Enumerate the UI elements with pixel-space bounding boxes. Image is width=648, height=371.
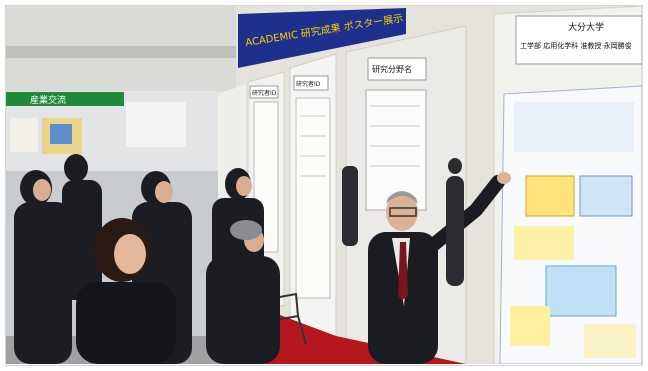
main-poster-header <box>515 15 642 65</box>
booth-label-2: 研究者ID <box>296 80 321 88</box>
exhibition-photo: 産業交流 ACADEMIC 研究成果 ポスター展示 研究者ID 研究者ID 研究… <box>6 6 642 364</box>
green-sign <box>6 92 124 106</box>
blue-banner <box>238 8 406 68</box>
booth-label-3: 研究分野名 <box>372 64 412 74</box>
poster-header-line1: 大分大学 <box>568 21 604 33</box>
red-carpet <box>256 306 466 364</box>
green-sign-text: 産業交流 <box>30 94 66 106</box>
poster-header-line2: 工学部 応用化学科 准教授 永岡勝俊 <box>520 41 632 50</box>
booth-label-1: 研究者ID <box>252 89 277 97</box>
